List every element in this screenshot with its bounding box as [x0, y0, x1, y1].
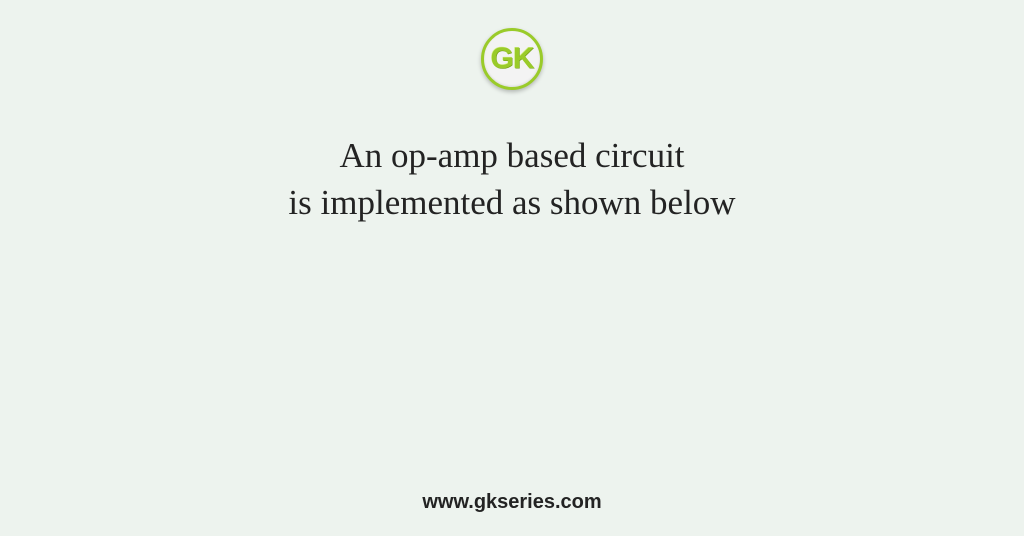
logo-circle: GK — [481, 28, 543, 90]
footer-url: www.gkseries.com — [0, 491, 1024, 514]
logo-text: GK — [491, 42, 534, 76]
title-line-2: is implemented as shown below — [0, 179, 1024, 226]
page-title: An op-amp based circuit is implemented a… — [0, 132, 1024, 227]
logo: GK — [481, 28, 543, 90]
title-line-1: An op-amp based circuit — [0, 132, 1024, 179]
